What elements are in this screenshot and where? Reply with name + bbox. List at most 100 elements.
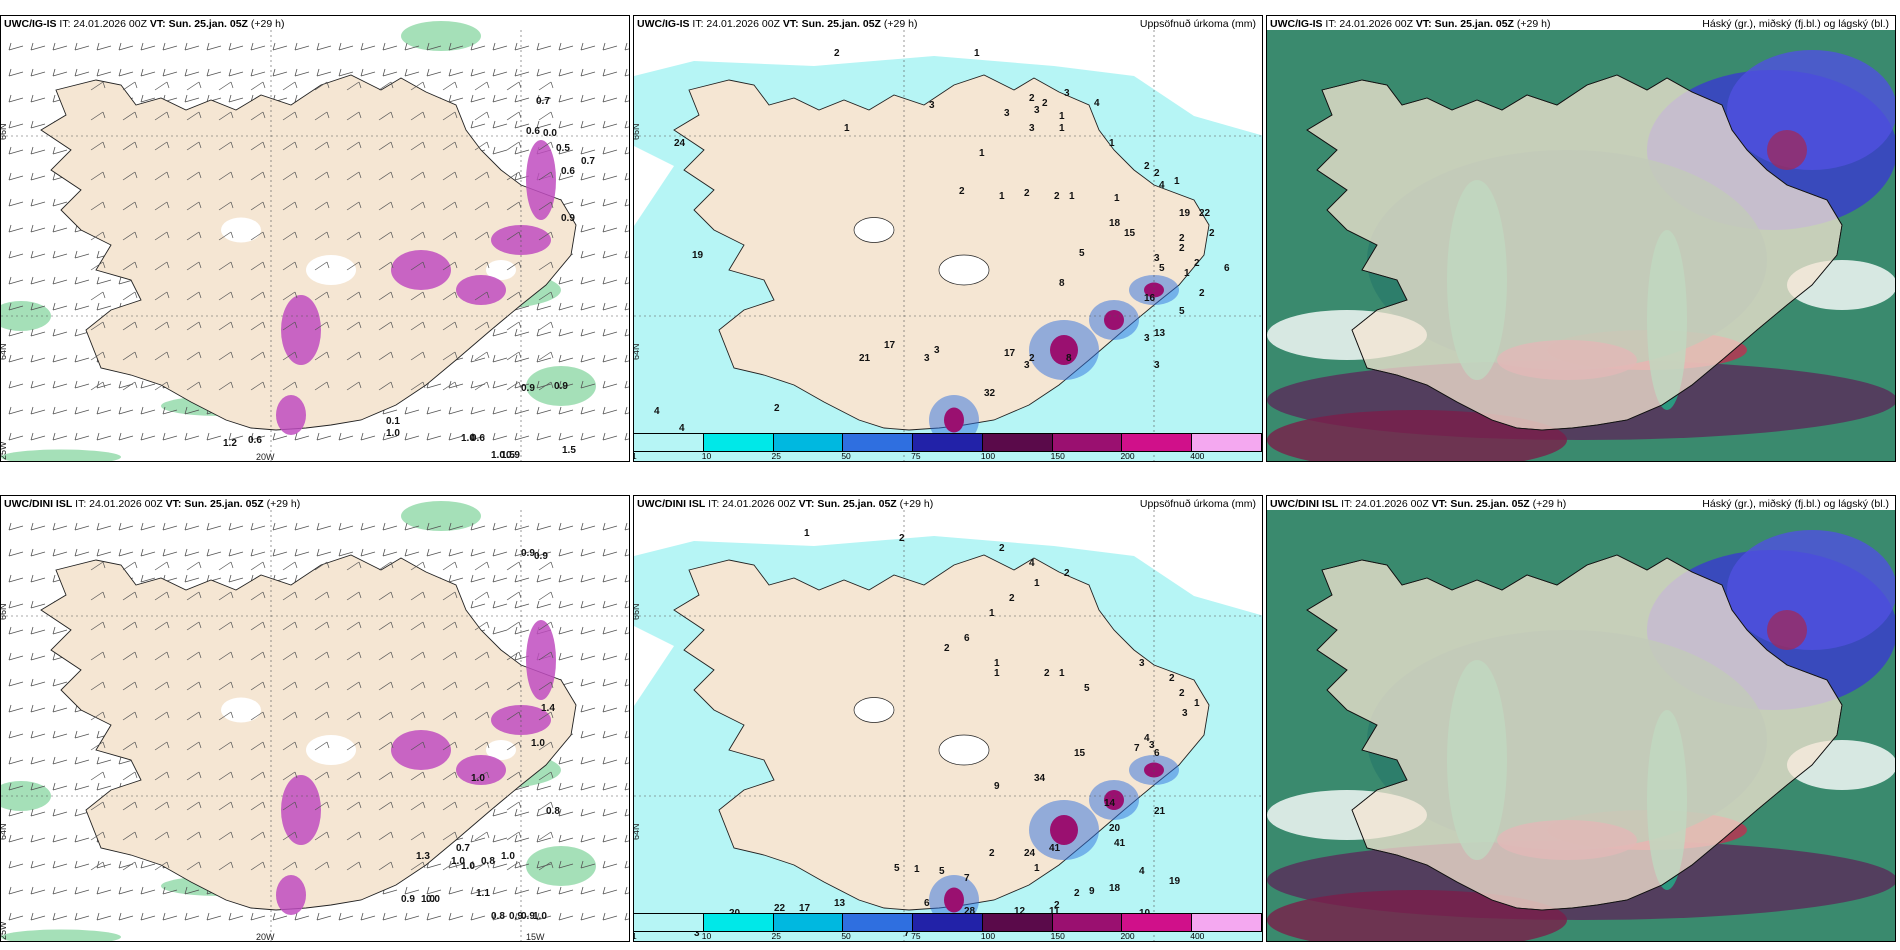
wind-barb <box>346 801 362 811</box>
wind-barb <box>624 68 629 77</box>
wind-barb <box>558 652 574 661</box>
value-label: 1.0 <box>451 856 465 867</box>
wind-barb <box>602 886 618 895</box>
wind-shade <box>1 929 121 941</box>
wind-barb <box>186 231 202 241</box>
wind-barb <box>314 711 330 721</box>
value-label: 2 <box>959 186 965 197</box>
wind-barb <box>346 171 362 181</box>
wind-barb <box>186 711 202 721</box>
wind-barb <box>162 522 178 531</box>
wind-barb <box>8 146 24 155</box>
value-label: 2 <box>1029 353 1035 364</box>
wind-barb <box>8 276 24 285</box>
wind-barb <box>90 111 106 121</box>
wind-barb <box>506 801 522 811</box>
glacier <box>306 255 356 285</box>
wind-barb <box>8 808 24 817</box>
value-label: 1.0 <box>421 894 435 905</box>
wind-barb <box>314 381 330 391</box>
wind-barb <box>140 574 156 583</box>
wind-barb <box>90 321 106 331</box>
wind-barb <box>8 172 24 181</box>
wind-barb <box>378 651 394 661</box>
wind-barb <box>492 860 508 869</box>
value-label: 4 <box>1094 98 1100 109</box>
wind-barb <box>360 432 376 441</box>
wind-barb <box>140 406 156 415</box>
wind-barb <box>184 68 200 77</box>
wind-barb <box>536 406 552 415</box>
value-label: 2 <box>1179 688 1185 699</box>
value-label: 2 <box>1074 888 1080 899</box>
wind-barb <box>8 42 24 51</box>
wind-barb <box>186 291 202 301</box>
wind-barb <box>218 381 234 391</box>
wind-barb <box>624 276 629 285</box>
wind-barb <box>442 321 458 331</box>
wind-barb <box>8 432 24 441</box>
cloud-layer <box>1267 890 1567 941</box>
wind-barb <box>74 302 90 311</box>
wind-barb <box>624 198 629 207</box>
wind-barb <box>474 201 490 211</box>
wind-barb <box>378 81 394 91</box>
value-label: 4 <box>654 406 660 417</box>
wind-barb <box>250 261 266 271</box>
wind-barb <box>470 120 486 129</box>
wind-barb <box>442 231 458 241</box>
value-label: 3 <box>1139 658 1145 669</box>
wind-barb <box>346 351 362 361</box>
value-label: 2 <box>1194 258 1200 269</box>
value-label: 28 <box>964 906 976 917</box>
wind-barb <box>30 406 46 415</box>
wind-barb <box>506 831 522 841</box>
wind-barb <box>474 351 490 361</box>
wind-barb <box>186 351 202 361</box>
wind-barb <box>378 711 394 721</box>
wind-barb <box>624 886 629 895</box>
wind-barb <box>140 380 156 389</box>
value-label: 41 <box>1049 843 1061 854</box>
wind-barb <box>282 351 298 361</box>
wind-barb <box>410 231 426 241</box>
wind-barb <box>228 912 244 921</box>
value-label: 4 <box>1139 866 1145 877</box>
panel-title: Háský (gr.), miðský (fj.bl.) og lágský (… <box>1702 18 1889 30</box>
wind-barb <box>538 351 554 361</box>
wind-barb <box>122 261 138 271</box>
wind-barb <box>558 380 574 389</box>
wind-barb <box>558 756 574 765</box>
wind-barb <box>410 681 426 691</box>
wind-barb <box>228 432 244 441</box>
wind-barb <box>580 432 596 441</box>
wind-barb <box>448 432 464 441</box>
wind-barb <box>30 224 46 233</box>
wind-barb <box>624 704 629 713</box>
wind-barb <box>470 522 486 531</box>
wind-barb <box>442 81 458 91</box>
wind-barb <box>602 42 618 51</box>
wind-barb <box>346 711 362 721</box>
wind-barb <box>538 111 554 121</box>
glacier <box>938 254 990 286</box>
wind-barb <box>74 406 90 415</box>
precip-cell <box>526 620 556 700</box>
wind-barb <box>96 68 112 77</box>
wind-barb <box>448 406 464 415</box>
wind-barb <box>602 652 618 661</box>
wind-barb <box>506 741 522 751</box>
wind-barb <box>624 94 629 103</box>
value-label: 4 <box>1144 733 1150 744</box>
wind-barb <box>282 231 298 241</box>
wind-barb <box>346 111 362 121</box>
colorbar-row <box>634 433 1262 452</box>
wind-barb <box>474 831 490 841</box>
value-label: 3 <box>1034 105 1040 116</box>
wind-barb <box>558 42 574 51</box>
wind-barb <box>602 600 618 609</box>
wind-barb <box>602 860 618 869</box>
wind-barb <box>538 681 554 691</box>
panel-header: UWC/DINI ISL IT: 24.01.2026 00Z VT: Sun.… <box>637 498 934 510</box>
wind-barb <box>8 522 24 531</box>
